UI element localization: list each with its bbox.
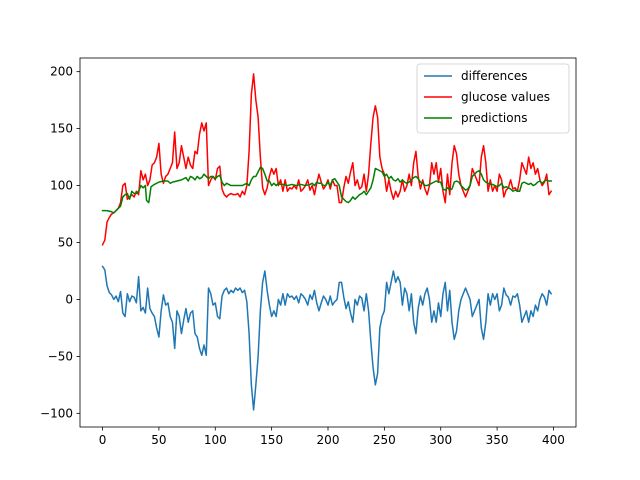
series-line-differences: [101, 265, 553, 411]
y-tick-label: 50: [58, 236, 73, 250]
legend-label: predictions: [461, 111, 527, 125]
legend-box: [416, 63, 570, 134]
legend: differences glucose values predictions: [416, 63, 570, 134]
y-tick-label: 0: [65, 292, 73, 306]
axes: 0 50 100 150 200 250 300 350 400 −100 −50 0 50 100 150…: [40, 57, 577, 447]
y-tick-label: 150: [50, 122, 73, 136]
x-tick-label: 100: [204, 433, 227, 447]
y-tick-label: −100: [40, 406, 73, 420]
x-tick-label: 300: [429, 433, 452, 447]
legend-label: glucose values: [461, 90, 550, 104]
y-tick-label: 200: [50, 65, 73, 79]
x-tick-label: 350: [486, 433, 509, 447]
series-line-predictions: [101, 166, 552, 214]
x-tick-label: 150: [260, 433, 283, 447]
x-tick-label: 400: [542, 433, 565, 447]
x-tick-label: 250: [373, 433, 396, 447]
legend-label: differences: [461, 69, 528, 83]
plot-area: [101, 73, 553, 411]
y-tick-label: 100: [50, 179, 73, 193]
x-tick-label: 0: [99, 433, 107, 447]
x-tick-label: 200: [317, 433, 340, 447]
x-tick-label: 50: [151, 433, 166, 447]
y-tick-label: −50: [48, 349, 73, 363]
